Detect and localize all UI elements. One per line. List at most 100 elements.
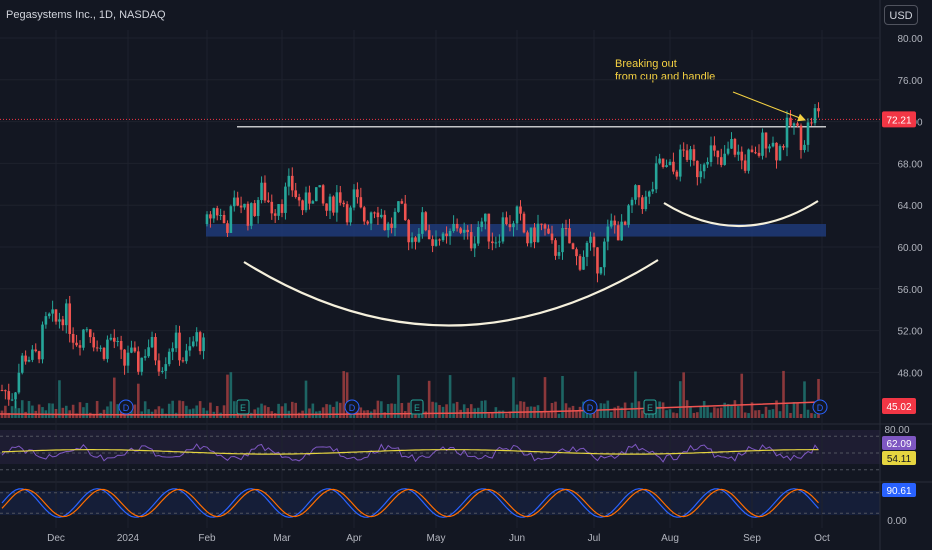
candle-body (51, 309, 54, 314)
candle-body (599, 267, 603, 274)
candle-body (803, 144, 806, 151)
volume-bar (342, 371, 346, 418)
price-axis-label: 48.00 (897, 368, 922, 379)
rsi-tag (882, 436, 916, 450)
volume-bar (627, 411, 630, 418)
candle-body (229, 206, 233, 233)
chart-title: Pegasystems Inc., 1D, NASDAQ (6, 9, 166, 21)
candle-body (410, 237, 414, 243)
candle-body (314, 187, 318, 202)
volume-bar (226, 374, 229, 418)
candle-body (369, 212, 373, 224)
volume-bar (469, 404, 473, 418)
candle-body (623, 221, 627, 225)
volume-bar (112, 377, 116, 418)
volume-bar (332, 406, 335, 418)
rsi-axis-label: 80.00 (884, 425, 909, 436)
candle-body (222, 215, 226, 224)
currency-button[interactable]: USD (884, 5, 918, 25)
volume-bar (267, 407, 270, 418)
event-marker-label: D (587, 403, 594, 413)
candle-body (407, 220, 410, 243)
candle-body (376, 212, 380, 218)
candle-body (575, 249, 578, 257)
time-axis-label: 2024 (117, 533, 140, 544)
candle-body (92, 337, 96, 348)
candle-body (533, 227, 536, 243)
volume-bar (699, 407, 703, 418)
candle-body (219, 215, 222, 217)
volume-bar (164, 413, 168, 418)
volume-bar (273, 413, 277, 418)
candle-body (157, 360, 161, 372)
volume-bar (810, 413, 813, 418)
candle-body (796, 123, 799, 126)
candle-body (164, 364, 168, 371)
candle-body (713, 145, 716, 151)
volume-bar (82, 407, 85, 418)
candle-body (383, 214, 387, 231)
candle-body (778, 146, 782, 161)
candle-body (215, 208, 219, 216)
earnings-marker (643, 399, 657, 415)
volume-bar (658, 401, 661, 418)
volume-bar (147, 409, 150, 418)
candle-body (349, 207, 352, 223)
volume-bar (75, 413, 78, 418)
candle-body (58, 319, 61, 322)
candle-body (0, 389, 4, 391)
candle-body (441, 233, 445, 241)
candle-body (526, 232, 529, 244)
volume-bar (27, 401, 31, 418)
candle-body (116, 340, 120, 342)
volume-bar (181, 401, 185, 418)
volume-bar (747, 413, 750, 418)
volume-bar (737, 405, 740, 418)
volume-bar (554, 401, 557, 418)
candle-body (505, 217, 508, 225)
candle-body (209, 214, 212, 219)
volume-bar (7, 412, 11, 418)
candle-body (620, 221, 623, 241)
volume-bar (304, 380, 308, 418)
candle-body (397, 201, 400, 212)
volume-bar (498, 410, 501, 418)
candle-body (212, 208, 216, 219)
volume-bar (623, 402, 627, 418)
candle-body (799, 125, 803, 151)
volume-tag (882, 398, 916, 414)
candle-body (424, 212, 428, 231)
volume-bar (696, 412, 699, 418)
volume-bar (568, 407, 571, 418)
candle-body (775, 142, 778, 161)
candle-body (438, 239, 441, 241)
candle-body (64, 303, 68, 326)
candle-body (37, 351, 41, 360)
volume-bar (750, 402, 754, 418)
volume-bar (229, 372, 233, 418)
volume-bar (31, 405, 34, 418)
candle-body (596, 247, 599, 274)
candle-body (185, 350, 188, 362)
candle-body (630, 199, 634, 206)
volume-bar (634, 371, 637, 418)
volume-bar (754, 410, 757, 418)
volume-bar (665, 410, 668, 418)
volume-bar (803, 381, 806, 418)
volume-bar (596, 410, 599, 418)
volume-bar (137, 383, 140, 418)
volume-bar (775, 400, 778, 418)
candle-body (564, 228, 568, 230)
stoch-tag-label: 90.61 (886, 486, 911, 497)
volume-bar (386, 404, 390, 418)
candle-body (71, 333, 75, 343)
candle-body (726, 148, 730, 154)
volume-bar (215, 406, 219, 418)
candle-body (487, 213, 491, 242)
candle-body (529, 227, 533, 244)
candle-body (414, 237, 417, 242)
candle-body (466, 229, 469, 233)
volume-bar (508, 411, 512, 418)
volume-bar (462, 404, 466, 418)
